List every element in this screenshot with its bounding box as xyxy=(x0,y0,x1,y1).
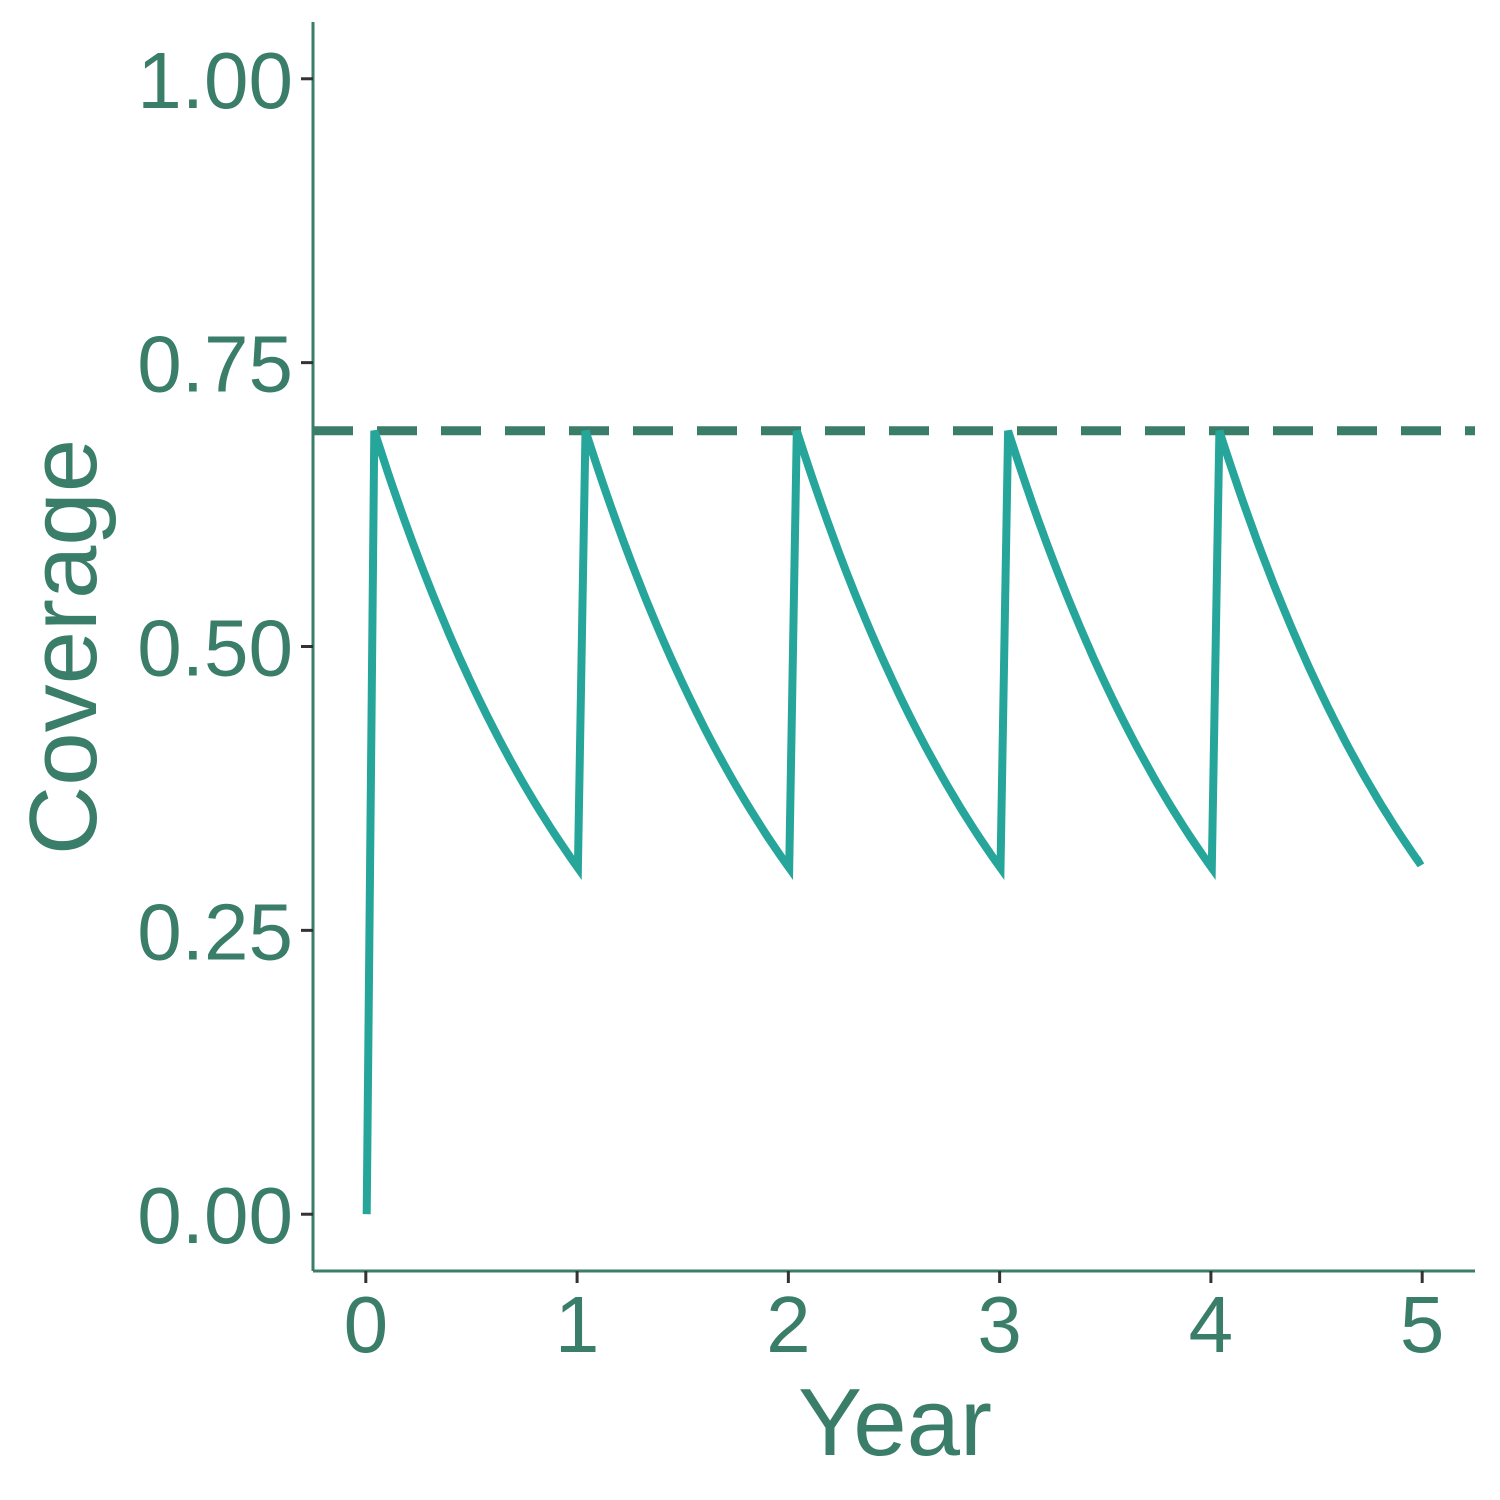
x-ticks-group: 0 1 2 3 4 5 xyxy=(344,1271,1445,1369)
y-ticks-group: 0.00 0.25 0.50 0.75 1.00 xyxy=(137,36,313,1260)
y-tick-label: 0.25 xyxy=(137,887,293,976)
x-tick-label: 2 xyxy=(766,1280,811,1369)
y-axis-title: Coverage xyxy=(10,439,117,855)
series-group xyxy=(362,429,1425,1215)
y-tick-label: 1.00 xyxy=(137,36,293,125)
coverage-series-line xyxy=(362,429,1425,1215)
x-axis-title: Year xyxy=(798,1369,992,1476)
y-tick-label: 0.00 xyxy=(137,1171,293,1260)
x-tick-label: 1 xyxy=(555,1280,600,1369)
x-tick-label: 0 xyxy=(344,1280,389,1369)
x-tick-label: 3 xyxy=(977,1280,1022,1369)
y-tick-label: 0.50 xyxy=(137,604,293,693)
x-tick-label: 4 xyxy=(1189,1280,1234,1369)
y-tick-label: 0.75 xyxy=(137,320,293,409)
x-tick-label: 5 xyxy=(1400,1280,1445,1369)
